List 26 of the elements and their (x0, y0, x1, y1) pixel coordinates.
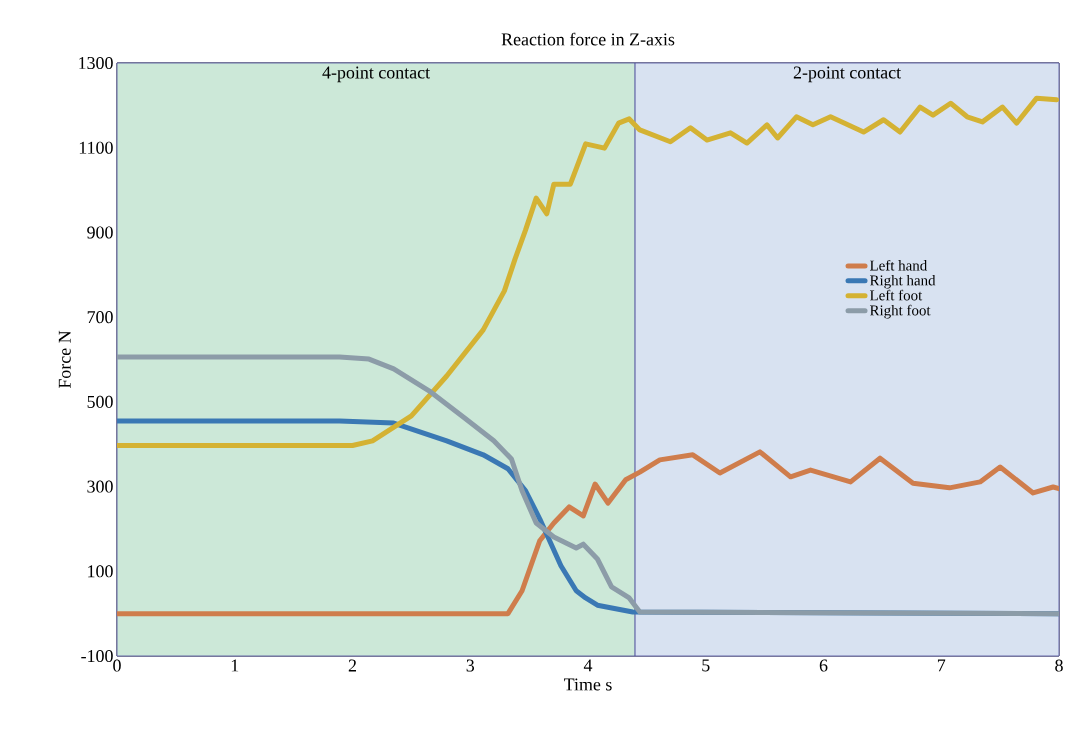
y-tick-label: 700 (87, 311, 113, 324)
x-tick-label: 5 (702, 659, 710, 672)
y-tick-label: 500 (87, 395, 113, 408)
y-tick-label: 300 (87, 480, 113, 493)
y-axis-title: Force N (58, 330, 71, 389)
x-tick-label: 8 (1055, 659, 1063, 672)
x-tick-label: 2 (348, 659, 356, 672)
chart-title: Reaction force in Z-axis (501, 32, 675, 46)
y-tick-label: 1300 (79, 56, 113, 70)
legend-label: Right hand (869, 274, 936, 289)
y-tick-label: 900 (87, 226, 113, 239)
legend-label: Left hand (869, 259, 928, 271)
y-tick-label: 100 (88, 565, 113, 578)
x-tick-label: 4 (583, 659, 593, 672)
legend-label: Left foot (869, 289, 923, 301)
y-tick-label: -100 (81, 649, 113, 663)
x-axis-title: Time s (564, 678, 612, 691)
legend-label: Right foot (869, 304, 931, 319)
x-tick-label: 1 (231, 659, 239, 672)
x-tick-label: 6 (819, 659, 828, 672)
band-label: 4-point contact (322, 66, 430, 83)
x-tick-label: 0 (113, 659, 121, 672)
band-label: 2-point contact (793, 66, 901, 83)
y-tick-label: 1100 (79, 141, 113, 154)
x-tick-label: 3 (466, 659, 475, 672)
x-tick-label: 7 (937, 659, 946, 672)
